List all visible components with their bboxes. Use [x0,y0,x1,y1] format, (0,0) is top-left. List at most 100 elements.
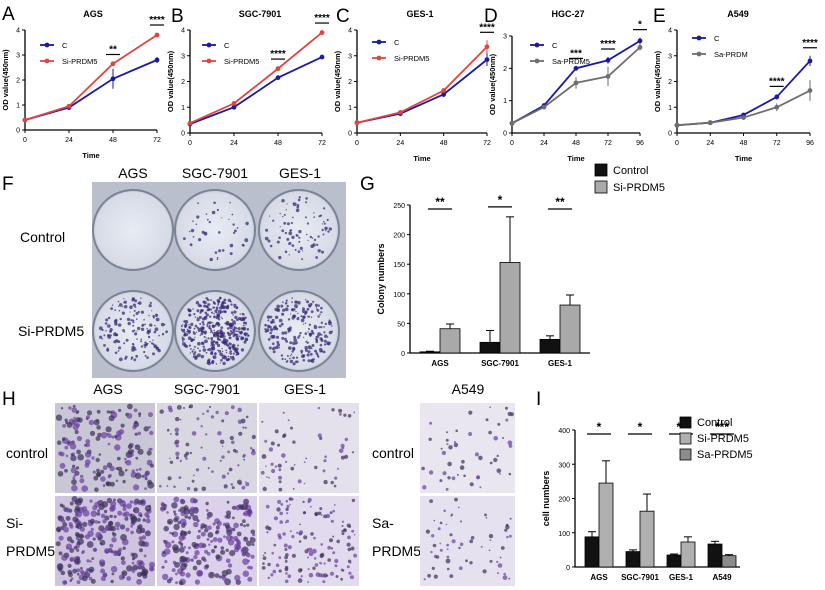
cell-dot [488,549,491,552]
colony-dot [162,333,164,335]
cell-dot [335,575,339,578]
cell-dot [245,415,249,419]
colony-dot [298,236,301,239]
cell-dot [291,553,296,558]
colony-dot [292,341,296,345]
cell-dot [88,576,93,581]
colony-dot [308,305,311,308]
cell-dot [82,509,90,517]
cell-dot [131,561,135,565]
cell-dot [215,410,219,415]
y-tick-label: 400 [558,428,570,435]
colony-dot [220,359,223,362]
cell-dot [329,538,333,543]
data-point [674,122,680,128]
cell-dot [178,476,182,479]
colony-dot [205,313,209,317]
colony-dot [199,322,202,325]
colony-dot [275,335,280,339]
x-axis-label: Time [735,154,752,163]
data-point [774,104,780,110]
cell-dot [265,525,270,530]
panel-letter-a: A [2,4,15,25]
colony-dot [149,328,152,330]
colony-dot [130,319,133,322]
cell-dot [264,552,267,554]
colony-dot [288,346,292,350]
cell-dot [76,548,80,552]
cell-dot [135,456,139,460]
cell-dot [305,457,308,460]
cell-dot [341,520,345,523]
cell-dot [167,476,172,481]
colony-dot [281,336,285,340]
cell-dot [104,548,110,554]
cell-dot [77,417,83,423]
cell-dot [73,474,76,477]
colony-dot [307,239,309,241]
series-line-1 [676,89,811,127]
bar [559,304,581,354]
colony-dot [133,309,136,312]
cell-dot [330,519,334,523]
colony-dot [133,346,136,349]
data-point [807,88,813,93]
x-tick-label: 0 [355,140,359,147]
colony-dot [224,341,227,344]
x-tick-label: 0 [675,140,679,147]
cell-dot [148,412,153,418]
transwell-col-ags: AGS [93,381,123,397]
legend-swatch-dot [696,51,702,57]
colony-dot [297,312,299,315]
colony-dot [293,338,298,342]
cell-dot [350,546,355,551]
cell-dot [327,545,332,550]
cell-dot [461,459,465,464]
cell-dot [298,540,302,543]
colony-dot [215,363,218,365]
cell-dot [127,449,133,455]
data-point [441,88,447,93]
colony-dot [295,356,299,359]
colony-dot [290,313,292,315]
cell-dot [99,559,106,566]
cell-dot [320,514,323,516]
colony-dot [212,334,215,337]
cell-dot [290,466,295,471]
cell-dot [314,465,318,470]
cell-dot [179,459,182,463]
colony-dot [244,238,249,243]
cell-dot [451,476,456,481]
cell-dot [299,568,303,571]
cell-dot [145,518,151,524]
colony-dot [207,360,211,364]
y-tick-label: 250 [393,203,405,210]
cell-dot [288,497,293,501]
cell-dot [308,547,313,552]
colony-dot [295,310,297,313]
cell-dot [107,475,112,479]
data-point [319,30,325,35]
cell-dot [497,563,503,568]
cell-dot [143,426,149,432]
colony-dot [276,343,281,347]
colony-dot [281,229,285,233]
colony-dot [99,335,103,339]
cell-dot [170,433,172,435]
cell-dot [278,487,283,492]
cell-dot [76,523,83,530]
colony-dot [313,212,315,214]
cell-dot [178,540,182,545]
cell-dot [177,568,184,575]
colony-dot [313,238,317,242]
cell-dot [67,563,72,568]
chart-title: GES-1 [406,9,433,19]
colony-dot [278,255,282,260]
colony-dot [294,341,298,345]
colony-dot [213,201,216,205]
cell-dot [196,535,201,540]
category-label: A549 [712,573,732,582]
cell-dot [303,535,308,540]
colony-dot [141,323,145,327]
